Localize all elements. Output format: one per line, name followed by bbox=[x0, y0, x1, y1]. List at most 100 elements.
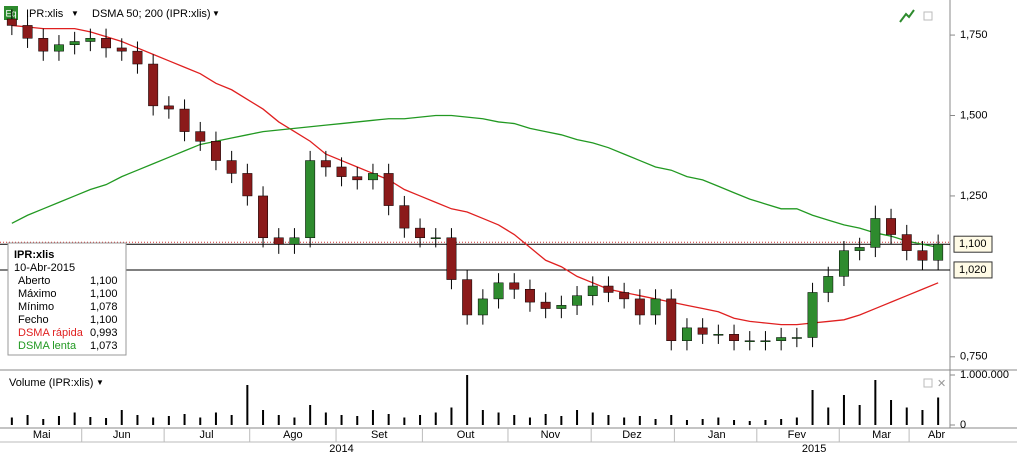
volume-bar bbox=[246, 385, 249, 425]
moving-average-line bbox=[11, 114, 939, 249]
volume-bar bbox=[544, 414, 547, 425]
candle-body bbox=[6, 18, 17, 26]
volume-bar bbox=[733, 420, 736, 425]
volume-tick-label: 1.000.000 bbox=[960, 369, 1009, 381]
volume-title[interactable]: Volume (IPR:xlis) bbox=[9, 377, 93, 389]
icon-text: Eq bbox=[5, 8, 16, 18]
candle-body bbox=[148, 63, 159, 107]
candle-body bbox=[838, 250, 849, 277]
study-menu[interactable]: DSMA 50; 200 (IPR:xlis) bbox=[92, 8, 211, 20]
volume-bar bbox=[937, 397, 940, 425]
candle-body bbox=[886, 218, 897, 235]
year-label: 2014 bbox=[329, 443, 353, 455]
candle-body bbox=[509, 282, 520, 290]
x-tick-label: Mar bbox=[872, 429, 891, 441]
volume-bar bbox=[654, 419, 657, 425]
volume-bar bbox=[10, 417, 13, 425]
volume-bar bbox=[387, 414, 390, 425]
price-marker-label: 1,100 bbox=[959, 238, 987, 250]
legend-value: 0,993 bbox=[90, 327, 118, 339]
year-label: 2015 bbox=[802, 443, 826, 455]
legend-label: DSMA lenta bbox=[18, 340, 77, 352]
volume-bar bbox=[42, 419, 45, 425]
candle-body bbox=[367, 173, 378, 181]
info-label: Fecho bbox=[18, 314, 49, 326]
candle-body bbox=[901, 234, 912, 251]
candle-body bbox=[650, 298, 661, 316]
candle-body bbox=[572, 295, 583, 306]
volume-tick-label: 0 bbox=[960, 419, 966, 431]
x-tick-label: Set bbox=[371, 429, 388, 441]
candle-body bbox=[273, 237, 284, 245]
candle-body bbox=[524, 288, 535, 303]
volume-bar bbox=[560, 416, 563, 425]
info-label: Aberto bbox=[18, 275, 50, 287]
candle-body bbox=[22, 25, 33, 39]
candle-body bbox=[587, 285, 598, 296]
y-tick-label: 1,250 bbox=[960, 190, 988, 202]
volume-bar bbox=[230, 415, 233, 425]
info-value: 1,100 bbox=[90, 275, 118, 287]
volume-bar bbox=[528, 417, 531, 425]
volume-bar bbox=[623, 417, 626, 425]
candle-body bbox=[540, 301, 551, 309]
volume-bar bbox=[764, 420, 767, 425]
legend-value: 1,073 bbox=[90, 340, 118, 352]
volume-bar bbox=[874, 380, 877, 425]
candle-body bbox=[179, 108, 190, 132]
candle-body bbox=[242, 173, 253, 197]
candle-body bbox=[210, 140, 221, 161]
candle-body bbox=[791, 337, 802, 339]
info-box-frame bbox=[7, 242, 127, 356]
candle-body bbox=[823, 276, 834, 293]
candle-body bbox=[666, 298, 677, 341]
candle-body bbox=[399, 205, 410, 229]
volume-bar bbox=[340, 415, 343, 425]
volume-bar bbox=[513, 415, 516, 425]
y-tick-label: 0,750 bbox=[960, 351, 988, 363]
x-tick-label: Mai bbox=[33, 429, 51, 441]
candle-body bbox=[116, 47, 127, 52]
candle-body bbox=[415, 227, 426, 239]
volume-bar bbox=[434, 412, 437, 425]
candle-body bbox=[681, 327, 692, 341]
y-tick-label: 1,500 bbox=[960, 109, 988, 121]
volume-bar bbox=[371, 410, 374, 425]
volume-bar bbox=[827, 407, 830, 425]
dropdown-arrow[interactable]: ▼ bbox=[71, 9, 79, 18]
dropdown-arrow[interactable]: ▼ bbox=[212, 9, 220, 18]
candle-body bbox=[603, 285, 614, 293]
trend-icon[interactable] bbox=[899, 9, 915, 23]
candle-body bbox=[226, 160, 237, 174]
candle-body bbox=[807, 292, 818, 338]
candle-body bbox=[69, 41, 80, 45]
volume-bar bbox=[638, 416, 641, 425]
candle-body bbox=[85, 38, 96, 42]
candle-body bbox=[320, 160, 331, 168]
volume-bar bbox=[591, 412, 594, 425]
volume-bar bbox=[73, 412, 76, 425]
close-button[interactable]: ✕ bbox=[937, 378, 946, 390]
candle-body bbox=[446, 237, 457, 280]
price-marker-label: 1,020 bbox=[959, 264, 987, 276]
info-label: Mínimo bbox=[18, 301, 54, 313]
symbol-menu[interactable]: IPR:xlis bbox=[26, 8, 64, 20]
candle-body bbox=[713, 334, 724, 336]
symbol-icon[interactable] bbox=[4, 6, 18, 20]
price-marker-box bbox=[953, 235, 993, 253]
info-label: Máximo bbox=[18, 288, 57, 300]
candle-body bbox=[760, 340, 771, 342]
x-tick-label: Abr bbox=[928, 429, 945, 441]
volume-bar bbox=[167, 416, 170, 425]
dropdown-arrow[interactable]: ▼ bbox=[96, 378, 104, 387]
volume-bar bbox=[576, 410, 579, 425]
maximize-button[interactable] bbox=[923, 11, 933, 21]
candle-body bbox=[462, 279, 473, 316]
y-tick-label: 1,750 bbox=[960, 29, 988, 41]
maximize-button[interactable] bbox=[923, 378, 933, 388]
volume-bar bbox=[481, 410, 484, 425]
legend-label: DSMA rápida bbox=[18, 327, 84, 339]
